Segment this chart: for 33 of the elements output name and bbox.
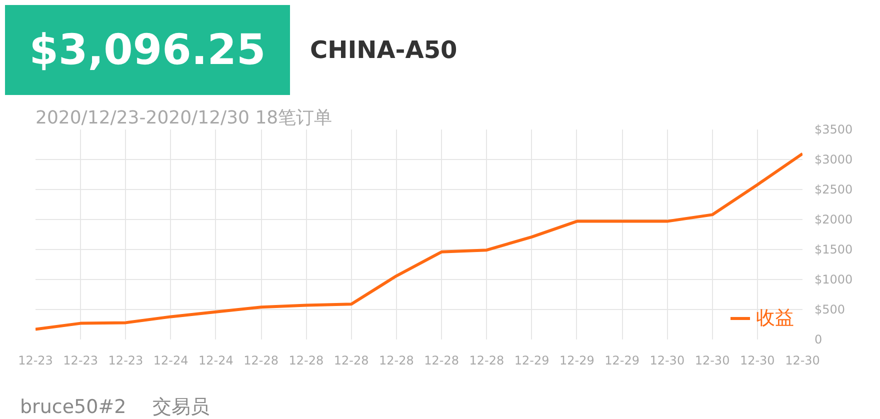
- y-tick-label: $500: [814, 302, 846, 316]
- x-tick-label: 12-28: [288, 354, 324, 368]
- text: 2020/12/23-2020/12/30 18笔订单: [36, 108, 332, 128]
- legend-label: 收益: [756, 306, 794, 331]
- x-tick-label: 12-29: [559, 354, 594, 368]
- x-tick-label: 12-28: [334, 354, 369, 368]
- x-tick-label: 12-28: [379, 354, 414, 368]
- x-tick-label: 12-24: [153, 354, 188, 368]
- text: bruce50#2: [20, 396, 126, 418]
- x-tick-label: 12-23: [108, 354, 144, 368]
- x-tick-label: 12-23: [63, 354, 98, 368]
- x-tick-label: 12-30: [694, 354, 730, 368]
- line-series: [36, 152, 802, 331]
- x-tick-label: 12-28: [469, 354, 504, 368]
- x-tick-label: 12-29: [514, 354, 550, 368]
- x-tick-label: 12-24: [198, 354, 234, 368]
- y-tick-label: $1000: [814, 272, 853, 286]
- chart-title: $3,096.25: [5, 5, 290, 95]
- y-tick-label: $1500: [814, 242, 853, 256]
- x-tick-label: 12-28: [424, 354, 459, 368]
- x-tick-label: 12-30: [785, 354, 820, 368]
- text: 交易员: [152, 396, 210, 418]
- chart-subtitle: CHINA-A50: [310, 35, 458, 66]
- y-tick-label: $3000: [814, 152, 853, 166]
- y-tick-label: $3500: [814, 122, 853, 136]
- x-tick-label: 12-30: [740, 354, 775, 368]
- y-tick-label: 0: [814, 332, 822, 346]
- x-tick-label: 12-28: [244, 354, 279, 368]
- x-tick-label: 12-29: [604, 354, 640, 368]
- y-tick-label: $2000: [814, 212, 853, 226]
- x-tick-label: 12-30: [650, 354, 685, 368]
- y-tick-label: $2500: [814, 182, 853, 196]
- x-tick-label: 12-23: [18, 354, 53, 368]
